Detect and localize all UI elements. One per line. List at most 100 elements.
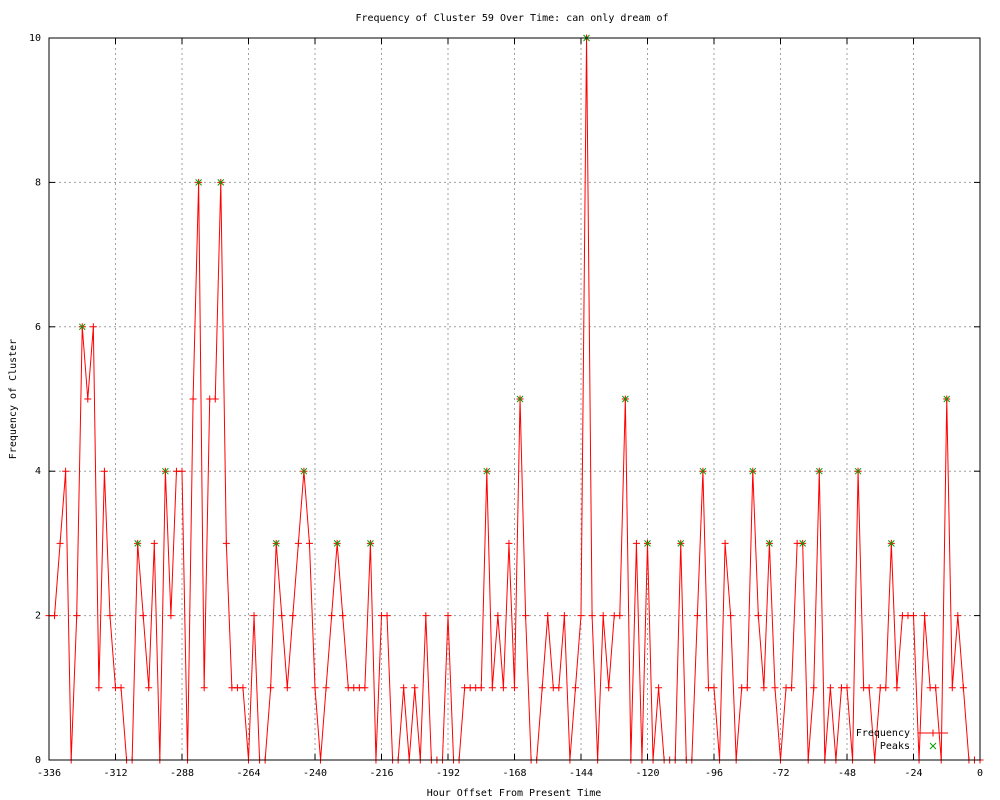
data-point [771, 684, 779, 692]
x-tick-label: -120 [635, 768, 659, 779]
data-point [599, 612, 607, 620]
data-point [893, 684, 901, 692]
data-point [139, 612, 147, 620]
data-point [339, 612, 347, 620]
data-point [749, 467, 757, 475]
data-point [267, 684, 275, 692]
data-point [865, 684, 873, 692]
data-point [222, 539, 230, 547]
data-point [882, 684, 890, 692]
data-point [272, 540, 280, 547]
y-tick-label: 2 [35, 611, 41, 622]
chart-title: Frequency of Cluster 59 Over Time: can o… [355, 13, 668, 24]
data-point [211, 395, 219, 403]
data-point [621, 395, 629, 403]
x-tick-label: -72 [771, 768, 789, 779]
x-tick-label: -216 [369, 768, 393, 779]
x-axis-label: Hour Offset From Present Time [427, 788, 602, 799]
data-point [760, 684, 768, 692]
x-tick-label: -264 [236, 768, 260, 779]
data-point [644, 540, 651, 547]
data-point [367, 540, 374, 547]
data-point [516, 395, 524, 403]
data-point [677, 540, 685, 547]
legend-label: Peaks [880, 741, 910, 752]
data-point [921, 612, 929, 620]
data-point [100, 467, 108, 475]
data-point [910, 612, 917, 620]
data-point [422, 612, 430, 620]
data-point [605, 684, 613, 692]
data-point [826, 684, 834, 692]
data-point [400, 684, 408, 692]
data-point [522, 612, 530, 620]
x-tick-label: -24 [904, 768, 922, 779]
y-axis-label: Frequency of Cluster [8, 339, 19, 459]
data-point [854, 467, 862, 475]
data-point [328, 612, 336, 620]
data-point [278, 612, 286, 620]
data-point [283, 684, 291, 692]
data-point [588, 612, 596, 620]
data-point [887, 540, 895, 547]
data-point [710, 684, 718, 692]
data-point [727, 612, 735, 620]
data-point [250, 612, 258, 620]
data-point [488, 684, 496, 692]
data-point [322, 684, 330, 692]
x-tick-label: -240 [303, 768, 327, 779]
data-point [62, 467, 70, 475]
data-point [483, 467, 491, 475]
data-point [699, 467, 707, 475]
data-point [766, 540, 773, 547]
data-point [693, 612, 701, 620]
x-tick-label: -192 [436, 768, 460, 779]
data-point [361, 684, 369, 692]
data-point [788, 684, 796, 692]
data-point [305, 539, 313, 547]
y-tick-label: 8 [35, 177, 41, 188]
data-point [73, 612, 81, 620]
data-point [150, 539, 158, 547]
data-point [444, 612, 452, 620]
y-tick-label: 10 [29, 33, 41, 44]
legend-marker [929, 729, 937, 737]
data-point [494, 612, 502, 620]
data-point [162, 467, 169, 475]
data-point [954, 612, 962, 620]
data-point [95, 684, 103, 692]
data-point [655, 684, 663, 692]
data-point [217, 179, 225, 186]
data-point [544, 612, 552, 620]
x-tick-label: -48 [838, 768, 856, 779]
data-point [932, 684, 940, 692]
plot-border [48, 37, 981, 761]
data-point [333, 540, 341, 547]
x-tick-label: -96 [705, 768, 723, 779]
data-point [294, 539, 302, 547]
data-point [948, 684, 956, 692]
data-point [311, 684, 319, 692]
data-point [499, 684, 507, 692]
data-point [134, 540, 142, 547]
data-point [383, 612, 391, 620]
data-point [843, 684, 851, 692]
data-point [721, 539, 729, 547]
data-point [200, 684, 208, 692]
data-point [477, 684, 485, 692]
data-point [616, 612, 624, 620]
data-point [943, 395, 951, 403]
data-point [89, 323, 97, 331]
data-point [411, 684, 419, 692]
x-tick-label: -168 [502, 768, 526, 779]
x-tick-label: -288 [170, 768, 194, 779]
data-point [56, 539, 64, 547]
data-point [178, 467, 186, 475]
x-tick-label: -144 [569, 768, 593, 779]
x-tick-label: -336 [37, 768, 61, 779]
data-point [84, 395, 92, 403]
legend-marker [929, 742, 937, 750]
legend-label: Frequency [856, 728, 910, 739]
